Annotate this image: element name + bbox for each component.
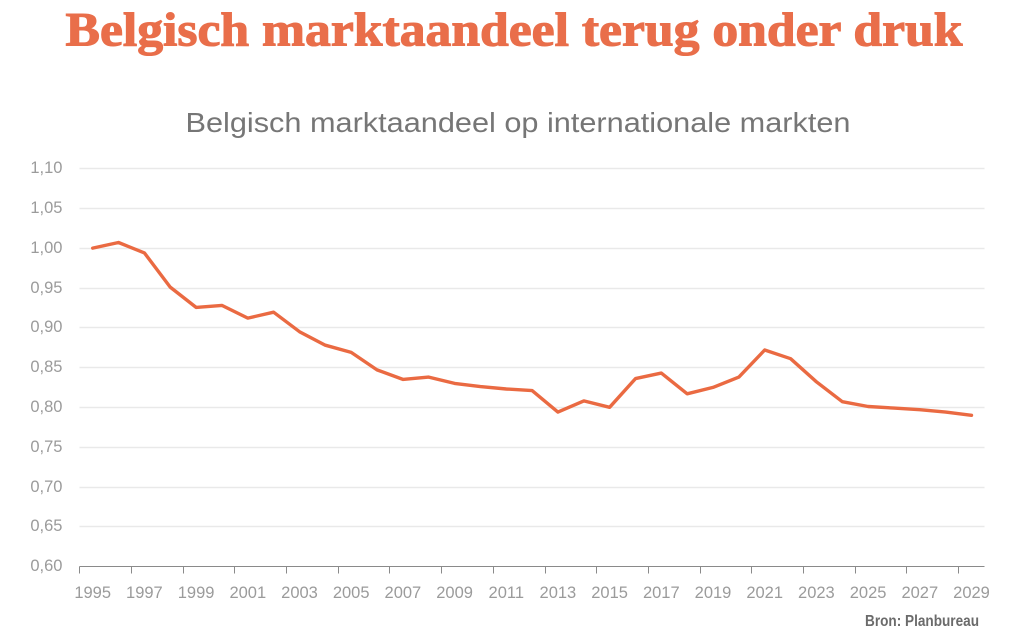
svg-text:2003: 2003: [281, 584, 318, 602]
svg-text:2029: 2029: [953, 584, 990, 602]
svg-text:Belgisch marktaandeel terug on: Belgisch marktaandeel terug onder druk: [66, 3, 963, 56]
svg-text:2011: 2011: [489, 584, 524, 602]
svg-text:1995: 1995: [74, 584, 111, 602]
svg-text:0,75: 0,75: [30, 438, 62, 456]
svg-text:1997: 1997: [126, 584, 163, 602]
svg-text:2007: 2007: [385, 584, 422, 602]
svg-text:2027: 2027: [901, 584, 938, 602]
svg-text:2001: 2001: [229, 584, 266, 602]
svg-text:0,80: 0,80: [30, 398, 62, 416]
svg-text:2019: 2019: [695, 584, 732, 602]
svg-text:Bron: Planbureau: Bron: Planbureau: [865, 613, 979, 630]
svg-text:1,05: 1,05: [30, 199, 62, 217]
svg-text:2013: 2013: [540, 584, 577, 602]
svg-text:1,00: 1,00: [30, 239, 62, 257]
svg-text:2025: 2025: [850, 584, 887, 602]
svg-text:2023: 2023: [798, 584, 835, 602]
svg-text:1,10: 1,10: [30, 159, 62, 177]
svg-text:2005: 2005: [333, 584, 370, 602]
svg-text:2017: 2017: [643, 584, 680, 602]
svg-text:0,85: 0,85: [30, 358, 62, 376]
svg-text:0,65: 0,65: [30, 517, 62, 535]
svg-text:0,70: 0,70: [30, 478, 62, 496]
svg-text:Belgisch marktaandeel op inter: Belgisch marktaandeel op internationale …: [186, 107, 851, 138]
svg-text:2009: 2009: [436, 584, 473, 602]
svg-text:2021: 2021: [746, 584, 783, 602]
svg-text:0,60: 0,60: [30, 557, 62, 575]
svg-text:0,90: 0,90: [30, 318, 62, 336]
svg-text:2015: 2015: [591, 584, 628, 602]
svg-text:1999: 1999: [178, 584, 215, 602]
svg-text:0,95: 0,95: [30, 279, 62, 297]
